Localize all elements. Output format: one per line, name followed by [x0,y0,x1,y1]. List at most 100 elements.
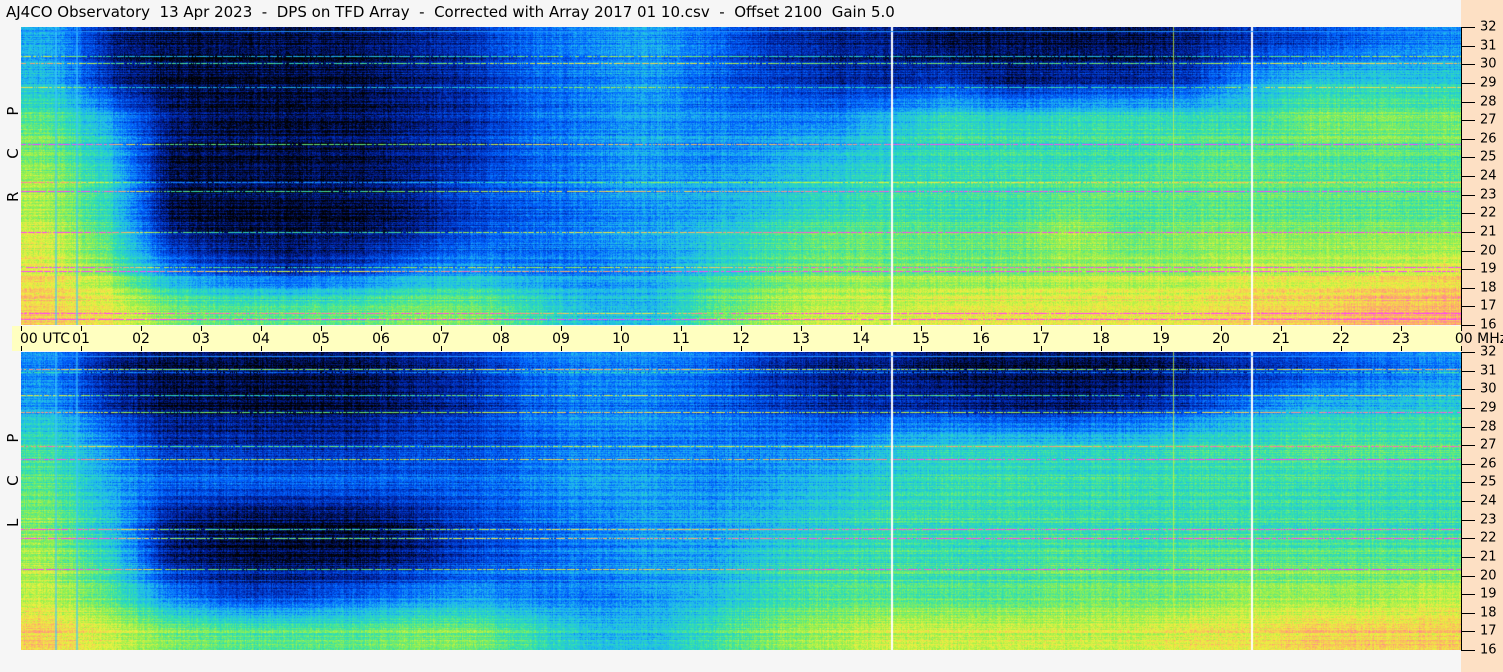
time-tick-label: 19 [1152,331,1170,347]
time-tick-mark [81,346,82,351]
frequency-tick-label: 23 [1480,512,1497,528]
frequency-tick-label: 25 [1480,149,1497,165]
frequency-tick-label: 16 [1480,317,1497,333]
time-tick-label: 17 [1032,331,1050,347]
rcp-spectrogram [21,27,1461,325]
frequency-tick-mark [1461,482,1475,483]
time-tick-label: 22 [1332,331,1350,347]
frequency-tick-label: 23 [1480,187,1497,203]
time-tick-label: 09 [552,331,570,347]
time-tick-mark [81,326,82,331]
time-tick-mark [1461,326,1462,331]
time-tick-mark [1101,326,1102,331]
frequency-tick-mark [1461,631,1475,632]
time-tick-mark [501,346,502,351]
time-tick-mark [1221,346,1222,351]
time-tick-label: 00 MHz [1454,331,1503,347]
time-tick-mark [681,326,682,331]
time-tick-mark [801,326,802,331]
frequency-tick-label: 32 [1480,19,1497,35]
time-tick-mark [141,326,142,331]
time-tick-label: 07 [432,331,450,347]
lcp-label: L C P [4,419,22,527]
frequency-tick-mark [1461,27,1475,28]
frequency-tick-label: 20 [1480,568,1497,583]
frequency-tick-mark [1461,613,1475,614]
lcp-spectrogram [21,352,1461,650]
time-tick-mark [201,326,202,331]
time-tick-label: 13 [792,331,810,347]
time-tick-mark [621,346,622,351]
time-tick-mark [861,326,862,331]
frequency-tick-label: 24 [1480,493,1497,509]
frequency-tick-mark [1461,325,1475,326]
frequency-tick-label: 31 [1480,363,1497,379]
time-tick-mark [741,346,742,351]
frequency-tick-label: 18 [1480,605,1497,621]
time-tick-mark [1161,326,1162,331]
frequency-tick-label: 31 [1480,38,1497,54]
time-tick-mark [501,326,502,331]
time-tick-label: 00 UTC [19,331,71,347]
frequency-tick-mark [1461,102,1475,103]
frequency-tick-mark [1461,352,1475,353]
frequency-tick-label: 26 [1480,131,1497,147]
time-tick-mark [561,346,562,351]
time-tick-mark [21,346,22,351]
time-tick-mark [861,346,862,351]
time-tick-label: 16 [972,331,990,347]
time-tick-label: 01 [72,331,90,347]
time-tick-mark [1461,346,1462,351]
frequency-tick-label: 24 [1480,168,1497,184]
frequency-tick-mark [1461,389,1475,390]
frequency-tick-label: 30 [1480,381,1497,397]
time-tick-mark [321,346,322,351]
frequency-tick-mark [1461,157,1475,158]
time-tick-mark [261,346,262,351]
frequency-tick-label: 28 [1480,94,1497,109]
time-tick-mark [981,326,982,331]
time-tick-mark [1041,326,1042,331]
frequency-tick-mark [1461,520,1475,521]
rcp-heatmap-canvas [21,27,1461,325]
time-tick-label: 10 [612,331,630,347]
frequency-tick-mark [1461,195,1475,196]
frequency-tick-mark [1461,83,1475,84]
frequency-tick-label: 21 [1480,549,1497,565]
frequency-tick-mark [1461,64,1475,65]
frequency-tick-label: 21 [1480,224,1497,240]
frequency-tick-label: 27 [1480,112,1497,128]
time-tick-mark [1341,346,1342,351]
frequency-tick-label: 16 [1480,642,1497,658]
frequency-tick-mark [1461,176,1475,177]
frequency-tick-label: 19 [1480,261,1497,277]
time-tick-label: 20 [1212,331,1230,347]
time-tick-label: 03 [192,331,210,347]
time-tick-mark [1221,326,1222,331]
frequency-tick-label: 17 [1480,623,1497,639]
time-tick-label: 15 [912,331,930,347]
frequency-tick-label: 19 [1480,586,1497,602]
frequency-tick-label: 27 [1480,437,1497,453]
time-tick-mark [921,326,922,331]
time-tick-mark [321,326,322,331]
time-tick-label: 05 [312,331,330,347]
frequency-tick-label: 22 [1480,205,1497,221]
chart-title: AJ4CO Observatory 13 Apr 2023 - DPS on T… [6,3,895,21]
frequency-tick-mark [1461,269,1475,270]
frequency-tick-mark [1461,306,1475,307]
time-tick-mark [381,326,382,331]
frequency-tick-mark [1461,427,1475,428]
frequency-tick-mark [1461,139,1475,140]
time-tick-mark [681,346,682,351]
frequency-axis-background [1461,0,1503,672]
lcp-heatmap-canvas [21,352,1461,650]
time-tick-mark [261,326,262,331]
time-tick-mark [21,326,22,331]
frequency-tick-mark [1461,288,1475,289]
time-tick-mark [141,346,142,351]
time-tick-mark [1341,326,1342,331]
frequency-tick-mark [1461,445,1475,446]
frequency-tick-label: 29 [1480,400,1497,416]
frequency-tick-mark [1461,371,1475,372]
